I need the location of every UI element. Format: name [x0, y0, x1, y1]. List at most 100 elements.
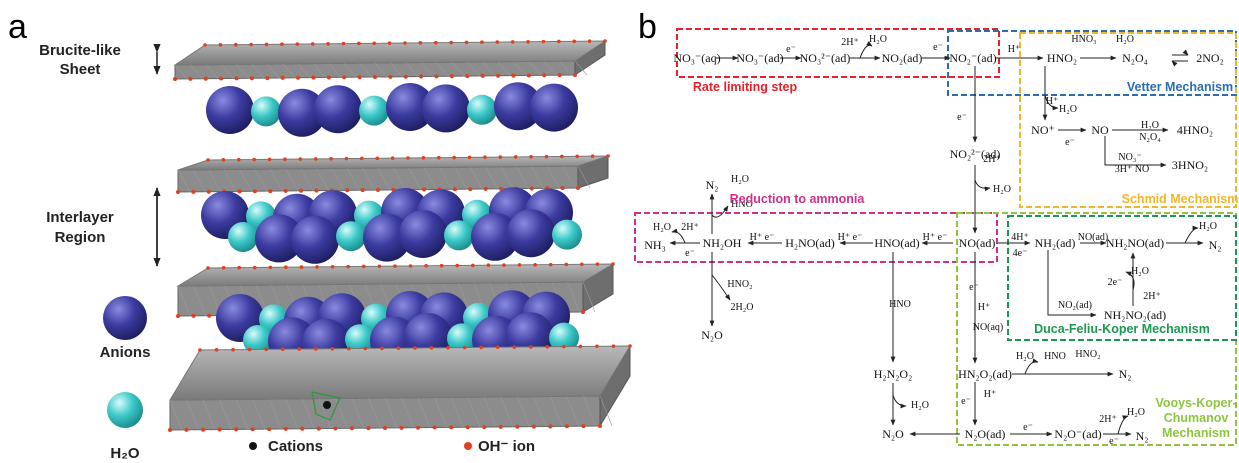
oh-dot	[393, 264, 397, 268]
oh-dot	[440, 264, 444, 268]
reagent: H₂O	[1016, 351, 1034, 362]
oh-dot	[611, 262, 615, 266]
oh-dot	[596, 262, 600, 266]
oh-dot	[466, 425, 470, 429]
oh-dot	[280, 42, 284, 46]
reagent: HNO	[889, 299, 911, 310]
sheet-label: Sheet	[60, 61, 101, 78]
oh-dot	[514, 155, 518, 159]
species: NH₂(ad)	[1035, 236, 1076, 250]
species: N₂	[1136, 429, 1149, 443]
oh-dot	[198, 348, 202, 352]
reagent: H₂O	[731, 174, 749, 185]
oh-dot	[249, 43, 253, 47]
mechanism-label: Rate limiting step	[693, 80, 798, 94]
arrow	[1118, 416, 1128, 434]
species: 4HNO₂	[1177, 123, 1213, 137]
oh-dot	[404, 75, 408, 79]
oh-dot	[397, 346, 401, 350]
reagent: e⁻	[685, 248, 695, 259]
oh-dot	[206, 266, 210, 270]
oh-dot	[281, 347, 285, 351]
oh-dot	[468, 156, 472, 160]
reagent: NO(ad)	[1078, 232, 1109, 243]
arrow	[1172, 52, 1188, 55]
oh-dot	[449, 425, 453, 429]
species: NO₂(ad)	[882, 51, 923, 65]
oh-dot	[269, 266, 273, 270]
anion-icon	[103, 296, 147, 340]
oh-dot	[588, 39, 592, 43]
reagent: e⁻	[1023, 422, 1033, 433]
legend-label: H₂O	[110, 445, 139, 462]
oh-dot	[422, 156, 426, 160]
oh-dot	[416, 426, 420, 430]
oh-dot	[465, 74, 469, 78]
species: HNO₂	[1047, 51, 1077, 65]
oh-dot	[612, 344, 616, 348]
oh-dot	[502, 263, 506, 267]
species: NO₂⁻(ad)	[949, 51, 996, 65]
oh-dot	[342, 42, 346, 46]
reagent: NO₂(ad)	[1058, 300, 1092, 311]
reagent: H₂O	[1127, 407, 1145, 418]
species: N₂	[706, 178, 719, 192]
oh-dot	[603, 39, 607, 43]
reagent: 3H⁺ NO	[1115, 164, 1149, 175]
reagent: N₂O₄	[1139, 132, 1161, 143]
arrow	[1025, 362, 1038, 374]
cation	[323, 401, 331, 409]
oh-dot	[400, 426, 404, 430]
oh-dot	[315, 265, 319, 269]
oh-dot	[383, 426, 387, 430]
oh-dot	[403, 41, 407, 45]
oh-dot	[342, 75, 346, 79]
water	[467, 95, 497, 125]
anion	[507, 209, 555, 257]
oh-dot	[176, 314, 180, 318]
species: N₂	[1209, 238, 1222, 252]
mechanism-label: Chumanov	[1164, 411, 1229, 425]
oh-dot	[453, 187, 457, 191]
oh-dot	[480, 40, 484, 44]
reagent: e⁻	[786, 44, 796, 55]
oh-dot	[219, 43, 223, 47]
oh-dot	[446, 346, 450, 350]
oh-dot	[391, 156, 395, 160]
oh-dot	[265, 43, 269, 47]
oh-dot	[532, 425, 536, 429]
species: NO₃⁻(aq)	[673, 51, 720, 65]
reagent: H⁺	[984, 389, 997, 400]
oh-dot	[168, 428, 172, 432]
oh-dot	[496, 74, 500, 78]
reagent: H⁺	[1008, 44, 1021, 55]
oh-dot	[499, 155, 503, 159]
oh-dot	[314, 347, 318, 351]
reagent: 2e⁻	[1108, 277, 1123, 288]
mechanism-label: Vetter Mechanism	[1127, 80, 1233, 94]
reagent: H₂O	[993, 184, 1011, 195]
oh-dot	[350, 426, 354, 430]
oh-dot	[409, 264, 413, 268]
reagent: NO₃⁻	[1118, 152, 1141, 163]
reagent: H⁺ e⁻	[750, 232, 775, 243]
oh-dot	[546, 345, 550, 349]
oh-dot	[191, 190, 195, 194]
species: H₂NO(ad)	[785, 236, 835, 250]
oh-dot	[511, 74, 515, 78]
arrow	[893, 395, 906, 406]
oh-dot	[565, 424, 569, 428]
oh-dot	[518, 263, 522, 267]
reagent: H⁺ e⁻	[838, 232, 863, 243]
mechanism-label: Schmid Mechanism	[1122, 192, 1239, 206]
oh-dot	[484, 187, 488, 191]
reagent: NO(aq)	[973, 322, 1004, 333]
arrow	[672, 232, 685, 243]
oh-dot	[433, 426, 437, 430]
oh-dot	[419, 41, 423, 45]
oh-dot	[284, 189, 288, 193]
oh-dot	[360, 157, 364, 161]
species: H₂N₂O₂	[874, 367, 913, 381]
oh-dot	[215, 348, 219, 352]
oh-dot	[511, 40, 515, 44]
